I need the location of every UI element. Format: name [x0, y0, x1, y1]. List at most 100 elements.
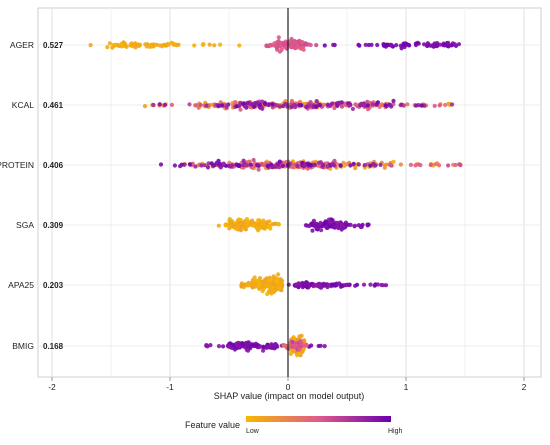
- shap-point: [157, 102, 162, 107]
- shap-point: [260, 99, 265, 104]
- shap-point: [264, 276, 269, 281]
- shap-point: [366, 222, 371, 227]
- shap-point: [383, 283, 389, 288]
- shap-point: [266, 102, 271, 107]
- shap-point: [304, 343, 309, 348]
- shap-point: [285, 104, 290, 109]
- shap-point: [286, 282, 291, 287]
- shap-point: [413, 103, 418, 108]
- x-tick-label: -2: [48, 382, 56, 392]
- shap-point: [308, 42, 313, 48]
- feature-label: KCAL: [12, 100, 34, 110]
- shap-point: [355, 282, 360, 287]
- shap-point: [314, 104, 319, 109]
- shap-point: [413, 41, 418, 46]
- shap-point: [406, 43, 411, 48]
- shap-point: [398, 162, 403, 167]
- shap-point: [112, 43, 117, 48]
- shap-point: [290, 164, 295, 170]
- shap-point: [326, 282, 331, 287]
- shap-point: [291, 349, 296, 354]
- shap-point: [276, 272, 281, 277]
- shap-point: [291, 103, 296, 108]
- shap-point: [299, 341, 304, 346]
- shap-point: [314, 43, 319, 48]
- shap-point: [399, 102, 404, 107]
- shap-point: [294, 343, 299, 348]
- shap-point: [310, 228, 315, 233]
- shap-point: [362, 163, 367, 168]
- shap-point: [363, 42, 368, 48]
- shap-point: [208, 343, 213, 348]
- shap-point: [253, 282, 258, 287]
- shap-point: [133, 41, 138, 46]
- shap-point: [319, 228, 324, 233]
- shap-point: [216, 223, 221, 228]
- shap-point: [271, 282, 276, 287]
- shap-point: [277, 104, 282, 109]
- shap-point: [88, 43, 93, 48]
- shap-point: [366, 42, 371, 48]
- shap-point: [206, 161, 211, 166]
- shap-point: [331, 162, 336, 167]
- shap-point: [389, 42, 394, 48]
- shap-point: [361, 282, 367, 287]
- shap-point: [322, 344, 327, 349]
- shap-point: [246, 344, 251, 349]
- shap-point: [325, 102, 330, 107]
- shap-point: [288, 42, 293, 47]
- legend-gradient-bar: [246, 416, 391, 422]
- shap-point: [199, 163, 204, 168]
- shap-point: [302, 163, 307, 168]
- shap-point: [450, 102, 455, 107]
- legend-title: Feature value: [185, 420, 240, 430]
- shap-point: [375, 42, 380, 48]
- shap-point: [212, 43, 217, 48]
- shap-point: [290, 339, 295, 345]
- grid: [37, 7, 542, 378]
- feature-label: AGER: [10, 40, 34, 50]
- shap-point: [278, 277, 283, 282]
- importance-value: 0.527: [43, 41, 64, 50]
- shap-point: [253, 100, 258, 106]
- shap-point: [136, 42, 141, 47]
- shap-point: [337, 100, 342, 105]
- shap-point: [205, 165, 211, 170]
- shap-point: [377, 104, 382, 109]
- shap-point: [335, 225, 340, 230]
- shap-point: [281, 343, 286, 348]
- shap-point: [221, 161, 226, 166]
- shap-point: [425, 43, 430, 48]
- shap-point: [230, 342, 235, 347]
- shap-point: [316, 343, 321, 349]
- shap-point: [241, 101, 246, 106]
- shap-point: [429, 43, 434, 48]
- shap-point: [280, 163, 285, 168]
- shap-point: [198, 102, 203, 107]
- shap-point: [245, 100, 250, 105]
- feature-label: BMIG: [12, 341, 34, 351]
- shap-point: [264, 43, 269, 48]
- shap-point: [107, 41, 112, 46]
- shap-point: [316, 224, 321, 229]
- legend-high-label: High: [388, 428, 403, 435]
- shap-point: [353, 166, 358, 171]
- shap-point: [331, 42, 336, 48]
- shap-point: [391, 98, 396, 103]
- shap-point: [257, 276, 263, 281]
- shap-point: [216, 103, 221, 109]
- shap-point: [305, 223, 310, 228]
- shap-point: [270, 102, 275, 107]
- shap-point: [276, 162, 281, 167]
- shap-point: [281, 104, 286, 109]
- shap-point: [236, 344, 241, 349]
- shap-point: [303, 282, 308, 287]
- shap-point: [239, 224, 244, 229]
- shap-point: [314, 99, 319, 104]
- shap-point: [236, 217, 241, 222]
- shap-point: [382, 165, 387, 170]
- shap-point: [446, 40, 451, 46]
- shap-point: [382, 43, 387, 48]
- shap-point: [332, 105, 337, 111]
- shap-point: [307, 162, 312, 167]
